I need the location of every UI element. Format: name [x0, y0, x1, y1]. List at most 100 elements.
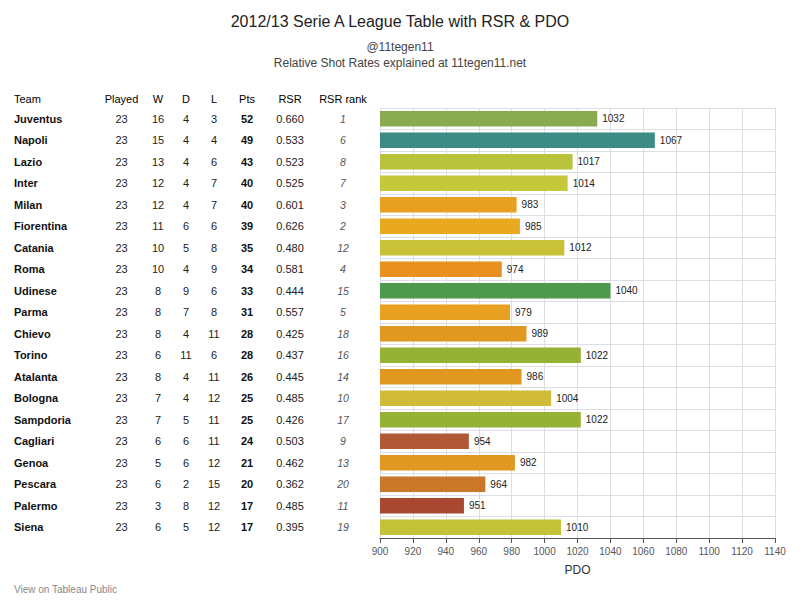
- svg-text:Bologna: Bologna: [14, 392, 59, 404]
- svg-text:0.601: 0.601: [276, 199, 304, 211]
- svg-text:23: 23: [115, 306, 127, 318]
- svg-text:983: 983: [522, 199, 539, 210]
- svg-text:Catania: Catania: [14, 242, 55, 254]
- svg-text:4: 4: [183, 113, 189, 125]
- svg-text:Roma: Roma: [14, 263, 45, 275]
- svg-text:6: 6: [340, 134, 346, 146]
- svg-text:31: 31: [241, 306, 253, 318]
- svg-text:15: 15: [208, 478, 220, 490]
- svg-text:4: 4: [183, 199, 189, 211]
- svg-text:23: 23: [115, 371, 127, 383]
- svg-text:Cagliari: Cagliari: [14, 435, 54, 447]
- svg-text:8: 8: [183, 500, 189, 512]
- svg-text:23: 23: [115, 134, 127, 146]
- svg-text:25: 25: [241, 414, 253, 426]
- svg-text:52: 52: [241, 113, 253, 125]
- svg-text:954: 954: [474, 436, 491, 447]
- svg-text:0.426: 0.426: [276, 414, 304, 426]
- svg-text:4: 4: [183, 371, 189, 383]
- svg-text:7: 7: [155, 392, 161, 404]
- svg-text:4: 4: [183, 392, 189, 404]
- svg-text:23: 23: [115, 414, 127, 426]
- svg-text:Played: Played: [105, 93, 139, 105]
- svg-text:982: 982: [520, 457, 537, 468]
- svg-text:28: 28: [241, 349, 253, 361]
- svg-text:Atalanta: Atalanta: [14, 371, 58, 383]
- svg-text:5: 5: [183, 521, 189, 533]
- svg-text:Torino: Torino: [14, 349, 48, 361]
- svg-text:1012: 1012: [569, 242, 592, 253]
- svg-text:6: 6: [211, 349, 217, 361]
- svg-text:7: 7: [183, 306, 189, 318]
- svg-text:18: 18: [337, 328, 349, 340]
- svg-text:1067: 1067: [660, 135, 683, 146]
- svg-text:L: L: [211, 93, 217, 105]
- svg-text:RSR: RSR: [278, 93, 301, 105]
- svg-text:1022: 1022: [586, 350, 609, 361]
- svg-text:33: 33: [241, 285, 253, 297]
- svg-text:23: 23: [115, 242, 127, 254]
- svg-text:19: 19: [337, 521, 349, 533]
- svg-text:16: 16: [152, 113, 164, 125]
- svg-text:1010: 1010: [566, 522, 589, 533]
- svg-text:9: 9: [340, 435, 346, 447]
- svg-text:0.523: 0.523: [276, 156, 304, 168]
- svg-text:960: 960: [470, 546, 487, 557]
- svg-text:5: 5: [155, 457, 161, 469]
- svg-text:0.425: 0.425: [276, 328, 304, 340]
- svg-text:20: 20: [241, 478, 253, 490]
- svg-text:23: 23: [115, 199, 127, 211]
- svg-text:0.581: 0.581: [276, 263, 304, 275]
- svg-text:12: 12: [208, 521, 220, 533]
- svg-text:23: 23: [115, 263, 127, 275]
- svg-text:23: 23: [115, 521, 127, 533]
- svg-text:980: 980: [503, 546, 520, 557]
- svg-text:12: 12: [337, 242, 349, 254]
- svg-text:16: 16: [337, 349, 349, 361]
- svg-text:Parma: Parma: [14, 306, 49, 318]
- svg-text:Milan: Milan: [14, 199, 42, 211]
- svg-text:0.525: 0.525: [276, 177, 304, 189]
- svg-text:979: 979: [515, 307, 532, 318]
- svg-text:4: 4: [211, 134, 217, 146]
- svg-text:985: 985: [525, 221, 542, 232]
- svg-text:1140: 1140: [764, 546, 786, 557]
- svg-text:900: 900: [372, 546, 389, 557]
- svg-text:12: 12: [208, 392, 220, 404]
- svg-text:49: 49: [241, 134, 253, 146]
- svg-text:940: 940: [437, 546, 454, 557]
- svg-text:7: 7: [211, 199, 217, 211]
- svg-text:0.485: 0.485: [276, 500, 304, 512]
- svg-text:8: 8: [211, 242, 217, 254]
- svg-text:7: 7: [340, 177, 347, 189]
- svg-text:8: 8: [155, 371, 161, 383]
- svg-text:Napoli: Napoli: [14, 134, 48, 146]
- svg-text:14: 14: [337, 371, 349, 383]
- svg-text:PDO: PDO: [564, 563, 590, 577]
- svg-text:23: 23: [115, 285, 127, 297]
- svg-text:Genoa: Genoa: [14, 457, 49, 469]
- svg-text:7: 7: [155, 414, 161, 426]
- svg-text:Juventus: Juventus: [14, 113, 62, 125]
- svg-text:1032: 1032: [602, 113, 625, 124]
- svg-text:17: 17: [241, 500, 253, 512]
- svg-text:7: 7: [211, 177, 217, 189]
- svg-text:1014: 1014: [573, 178, 596, 189]
- svg-text:0.362: 0.362: [276, 478, 304, 490]
- svg-text:8: 8: [155, 328, 161, 340]
- svg-text:40: 40: [241, 199, 253, 211]
- svg-text:Pescara: Pescara: [14, 478, 57, 490]
- svg-text:1120: 1120: [731, 546, 753, 557]
- svg-text:RSR rank: RSR rank: [319, 93, 367, 105]
- svg-text:1022: 1022: [586, 414, 609, 425]
- svg-text:0.626: 0.626: [276, 220, 304, 232]
- svg-text:W: W: [153, 93, 164, 105]
- svg-text:986: 986: [527, 371, 544, 382]
- svg-text:0.660: 0.660: [276, 113, 304, 125]
- svg-text:920: 920: [405, 546, 422, 557]
- svg-text:4: 4: [183, 177, 189, 189]
- svg-text:6: 6: [211, 156, 217, 168]
- svg-text:11: 11: [208, 328, 219, 340]
- svg-text:8: 8: [340, 156, 346, 168]
- svg-text:0.557: 0.557: [276, 306, 304, 318]
